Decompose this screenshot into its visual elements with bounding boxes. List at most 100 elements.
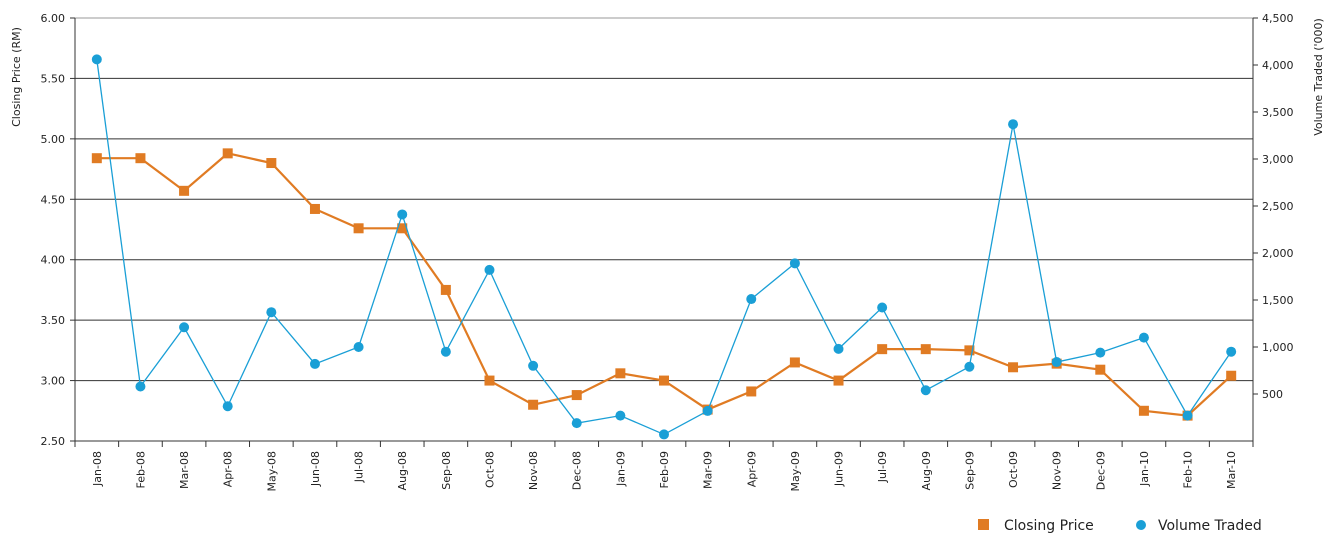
y-right-tick-label: 4,500 <box>1262 12 1294 25</box>
data-point <box>179 322 190 333</box>
x-tick-label: Mar-09 <box>702 451 715 489</box>
data-point <box>135 381 146 392</box>
x-tick-label: Sep-09 <box>963 451 976 490</box>
data-point <box>571 418 582 429</box>
x-tick-label: Feb-10 <box>1182 451 1195 488</box>
y-right-tick-label: 3,000 <box>1262 153 1294 166</box>
legend-label-volume-traded: Volume Traded <box>1158 518 1262 534</box>
y-right-tick-label: 500 <box>1262 388 1283 401</box>
y-left-tick-label: 4.00 <box>41 254 66 267</box>
x-tick-label: May-08 <box>265 451 278 492</box>
data-point <box>659 429 669 440</box>
y-left-tick-label: 4.50 <box>41 193 66 206</box>
data-point <box>746 386 757 397</box>
data-point <box>877 302 888 313</box>
data-point <box>528 360 539 371</box>
data-point <box>397 209 408 220</box>
data-point <box>222 148 233 159</box>
data-point <box>1051 357 1062 368</box>
data-point <box>789 258 800 269</box>
gridlines <box>75 17 1253 382</box>
y-axis-left-title: Closing Price (RM) <box>10 27 23 127</box>
x-tick-label: Oct-08 <box>483 451 496 488</box>
data-point <box>920 385 931 396</box>
data-point <box>266 307 277 318</box>
y-right-tick-label: 1,000 <box>1262 341 1294 354</box>
data-point <box>615 368 626 379</box>
data-point <box>135 153 146 164</box>
x-tick-label: Dec-08 <box>571 451 584 490</box>
data-point <box>615 410 626 421</box>
x-tick-label: Mar-08 <box>178 451 191 489</box>
y-left-tick-label: 2.50 <box>41 435 66 448</box>
data-point <box>91 153 102 164</box>
data-point <box>179 185 190 196</box>
x-tick-label: Apr-08 <box>222 451 235 487</box>
axes: 2.50 3.00 3.50 4.00 4.50 5.00 5.50 6.00 500 1,000… <box>41 12 1294 492</box>
data-point <box>1008 362 1019 373</box>
data-point <box>964 345 975 356</box>
data-point <box>484 264 495 275</box>
series-closing-price <box>91 148 1237 421</box>
y-left-tick-label: 3.50 <box>41 314 66 327</box>
y-right-tick-label: 1,500 <box>1262 294 1294 307</box>
x-tick-label: Nov-08 <box>527 451 540 490</box>
data-point <box>571 390 582 401</box>
x-tick-label: Dec-09 <box>1094 451 1107 490</box>
data-point <box>833 343 844 354</box>
data-point <box>789 357 800 368</box>
legend-swatch-closing-price <box>978 519 989 530</box>
data-point <box>528 399 539 410</box>
data-point <box>440 284 451 295</box>
y-right-tick-label: 2,500 <box>1262 200 1294 213</box>
x-tick-label: Jan-10 <box>1138 451 1151 487</box>
y-right-tick-label: 3,500 <box>1262 106 1294 119</box>
data-point <box>1095 347 1106 358</box>
data-point <box>397 223 408 234</box>
x-tick-label: Nov-09 <box>1051 451 1064 490</box>
data-point <box>266 158 277 169</box>
data-point <box>964 361 975 372</box>
data-point <box>659 375 669 386</box>
data-point <box>309 358 320 369</box>
x-tick-label: Jul-09 <box>876 451 889 483</box>
x-tick-label: Feb-09 <box>658 451 671 488</box>
y-right-tick-label: 4,000 <box>1262 59 1294 72</box>
data-point <box>1095 364 1106 375</box>
y-left-tick-label: 6.00 <box>41 12 66 25</box>
x-tick-label: Jun-08 <box>309 451 322 487</box>
data-point <box>877 344 888 355</box>
data-point <box>702 405 713 416</box>
data-point <box>1226 370 1237 381</box>
data-point <box>1008 119 1019 130</box>
y-left-tick-label: 3.00 <box>41 375 66 388</box>
x-tick-label: Jan-08 <box>91 451 104 487</box>
data-point <box>1138 405 1149 416</box>
data-point <box>484 375 495 386</box>
data-point <box>920 344 931 355</box>
x-tick-label: Jul-08 <box>353 451 366 483</box>
y-axis-right-title: Volume Traded ('000) <box>1312 18 1325 136</box>
data-point <box>353 223 364 234</box>
y-right-tick-label: 2,000 <box>1262 247 1294 260</box>
x-tick-label: Apr-09 <box>745 451 758 487</box>
x-tick-label: Sep-08 <box>440 451 453 490</box>
data-point <box>440 346 451 357</box>
data-point <box>353 342 364 352</box>
y-left-tick-label: 5.50 <box>41 72 66 85</box>
legend: Closing Price Volume Traded <box>978 518 1262 534</box>
legend-swatch-volume-traded <box>1136 520 1146 530</box>
y-left-tick-label: 5.00 <box>41 133 66 146</box>
series <box>91 54 1237 440</box>
data-point <box>746 294 757 305</box>
x-tick-label: Feb-08 <box>134 451 147 488</box>
data-point <box>833 375 844 386</box>
x-tick-label: Jun-09 <box>833 451 846 487</box>
x-tick-label: Mar-10 <box>1225 451 1238 489</box>
data-point <box>309 203 320 214</box>
x-tick-label: Jan-09 <box>614 451 627 487</box>
series-volume-traded <box>91 54 1237 440</box>
x-tick-label: May-09 <box>789 451 802 492</box>
x-tick-label: Aug-09 <box>920 451 933 490</box>
